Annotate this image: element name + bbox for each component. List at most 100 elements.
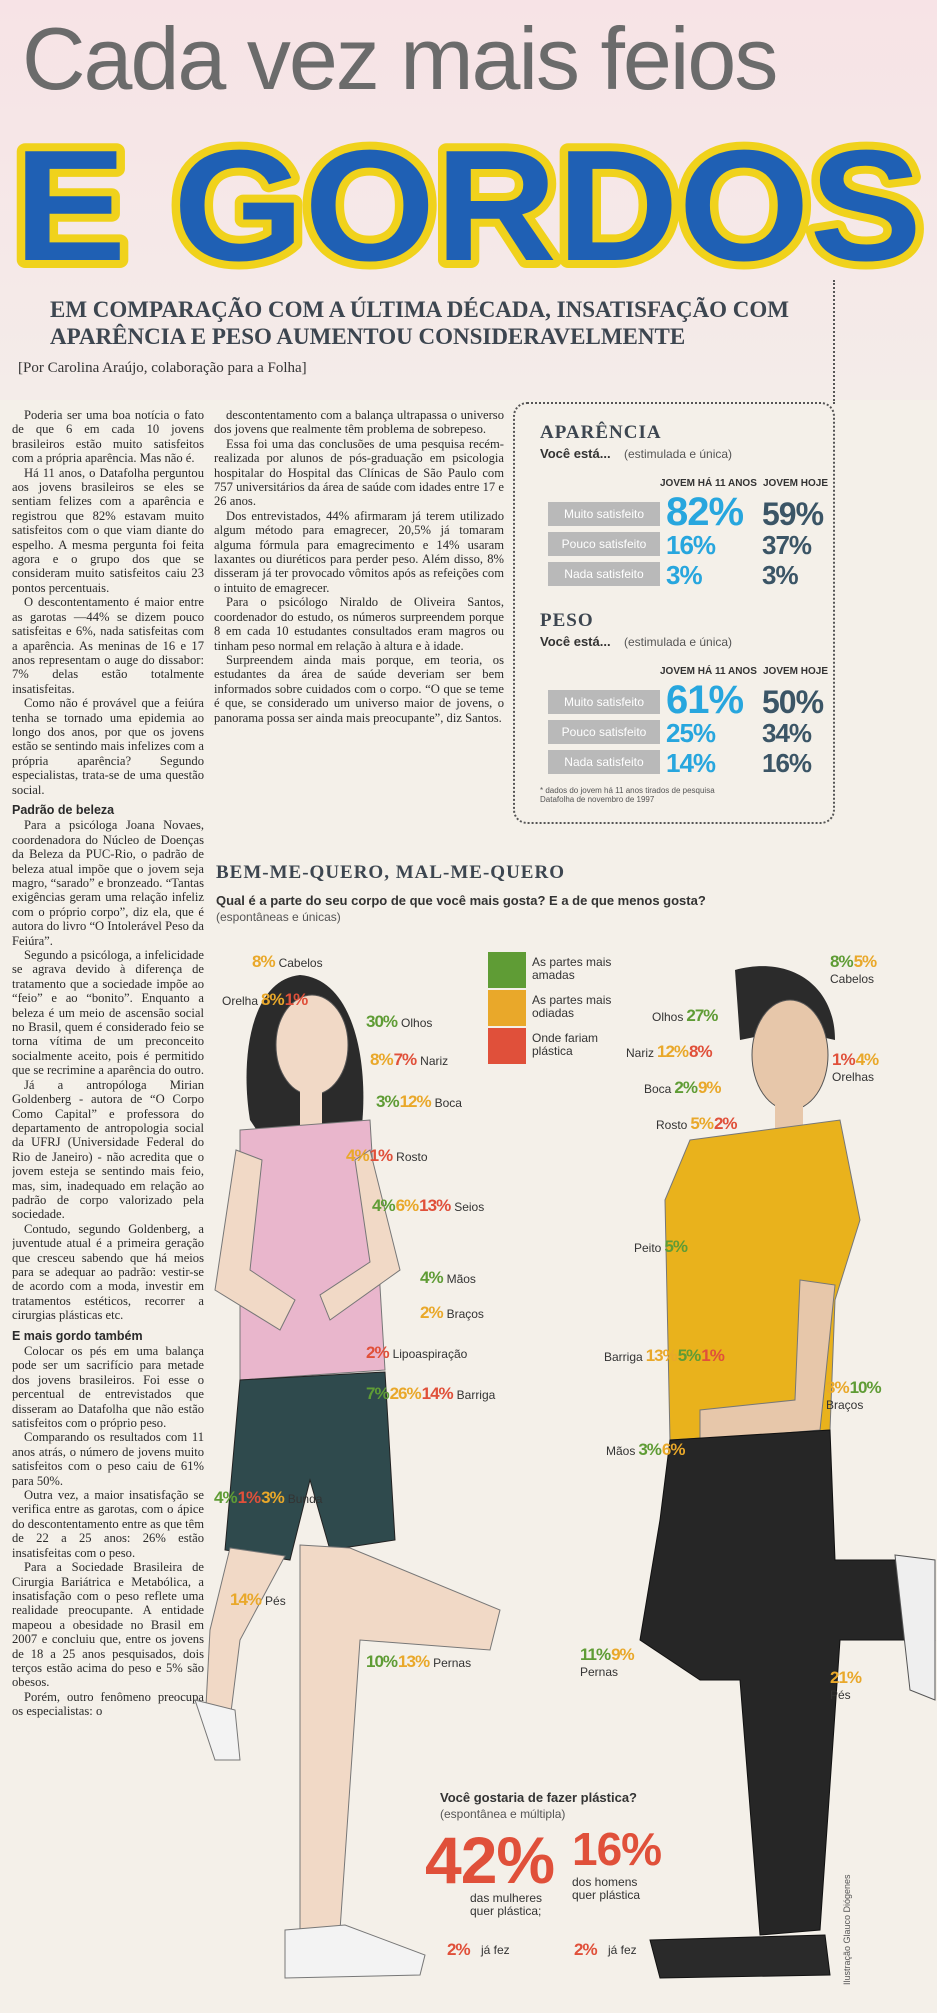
percentage: 7% [366, 1384, 390, 1403]
question: Você está... [540, 446, 611, 461]
row-label: Muito satisfeito [548, 690, 660, 714]
column-header: JOVEM HÁ 11 ANOS [660, 666, 757, 677]
percentage: 7% [393, 1050, 418, 1069]
part-label: Pés [265, 1594, 286, 1608]
paragraph: Contudo, segundo Goldenberg, a juventude… [12, 1221, 204, 1323]
article-column: descontentamento com a balança ultrapass… [214, 408, 504, 808]
body-part: Peito 5% [634, 1237, 688, 1257]
percentage: 2% [713, 1114, 738, 1133]
part-label: Bunda [287, 1492, 323, 1506]
part-label: Pernas [433, 1656, 472, 1670]
paragraph: Essa foi uma das conclusões de uma pesqu… [214, 436, 504, 509]
body-part: Rosto 5%2% [656, 1114, 738, 1134]
percentage: 5% [690, 1114, 714, 1133]
percentage: 8% [370, 1050, 394, 1069]
new-value: 37% [762, 530, 812, 560]
part-label: Rosto [396, 1150, 428, 1164]
percentage: 9% [697, 1078, 722, 1097]
percentage: 8% [689, 1042, 713, 1061]
paragraph: Já a antropóloga Mirian Goldenberg - aut… [12, 1077, 204, 1222]
paragraph: Há 11 anos, o Datafolha perguntou aos jo… [12, 465, 204, 595]
body-part: Mãos 3%6% [606, 1440, 686, 1460]
percentage: 13% [398, 1652, 430, 1671]
header-bg [0, 0, 937, 400]
new-value: 59% [762, 496, 824, 532]
percentage: 1% [701, 1346, 725, 1365]
paragraph: Surpreendem ainda mais porque, em teoria… [214, 652, 504, 725]
part-label: Olhos [401, 1016, 433, 1030]
done-text: já fez [608, 1943, 637, 1957]
column-header: JOVEM HOJE [763, 478, 829, 489]
percentage: 1% [369, 1146, 394, 1165]
percentage: 2% [420, 1303, 444, 1322]
body-part: 4% Mãos [420, 1268, 476, 1288]
old-value: 3% [666, 560, 703, 590]
body-part: 11%9% Pernas [580, 1645, 635, 1679]
body-part: 2% Lipoaspiração [366, 1343, 467, 1363]
body-part: 4%1%3% Bunda [214, 1488, 322, 1508]
paragraph: Colocar os pés em uma balança pode ser u… [12, 1344, 204, 1431]
percentage: 8% [830, 952, 854, 971]
part-label: Cabelos [278, 956, 323, 970]
old-value: 82% [666, 490, 744, 534]
question-note: (espontânea e múltipla) [440, 1807, 566, 1821]
byline: [Por Carolina Araújo, colaboração para a… [18, 360, 307, 376]
paragraph: descontentamento com a balança ultrapass… [214, 408, 504, 437]
percentage: 1% [237, 1488, 262, 1507]
row-label: Nada satisfeito [548, 562, 660, 586]
percentage: 12% [657, 1042, 689, 1061]
footnote: * dados do jovem há 11 anos tirados de p… [540, 786, 715, 804]
part-label: Seios [454, 1200, 485, 1214]
plastic-text: das mulheres quer plástica; [470, 1891, 543, 1918]
percentage: 10% [366, 1652, 398, 1671]
question: Você está... [540, 634, 611, 649]
column-header: JOVEM HOJE [763, 666, 829, 677]
new-value: 50% [762, 684, 824, 720]
body-part: 8% Cabelos [252, 952, 323, 972]
percentage: 4% [855, 1050, 880, 1069]
percentage: 5% [677, 1346, 702, 1365]
body-part: 4%1% Rosto [346, 1146, 428, 1166]
article-column: Poderia ser uma boa notícia o fato de qu… [12, 408, 204, 2008]
paragraph: Dos entrevistados, 44% afirmaram já tere… [214, 508, 504, 595]
plastic-value: 42% [425, 1823, 555, 1897]
body-part: 30% Olhos [366, 1012, 432, 1032]
body-part: 14% Pés [230, 1590, 286, 1610]
paragraph: O descontentamento é maior entre as garo… [12, 595, 204, 696]
paragraph: Poderia ser uma boa notícia o fato de qu… [12, 408, 204, 466]
paragraph: Comparando os resultados com 11 anos atr… [12, 1430, 204, 1488]
body-part: 8%5% Cabelos [830, 952, 877, 986]
percentage: 14% [230, 1590, 262, 1609]
legend-swatch [488, 990, 526, 1026]
part-label: Boca [644, 1082, 672, 1096]
part-label: Barriga [456, 1388, 496, 1402]
new-value: 16% [762, 748, 812, 778]
percentage: 6% [661, 1440, 686, 1459]
plastic-text: dos homens quer plástica [572, 1875, 641, 1902]
section-title: APARÊNCIA [540, 422, 662, 443]
percentage: 11% [580, 1645, 611, 1664]
credit: Ilustração Glauco Diógenes [842, 1874, 852, 1985]
subtitle: EM COMPARAÇÃO COM A ÚLTIMA DÉCADA, INSAT… [50, 297, 789, 349]
old-value: 61% [666, 678, 744, 722]
percentage: 4% [214, 1488, 238, 1507]
percentage: 13% [419, 1196, 451, 1215]
part-label: Orelha [222, 994, 259, 1008]
percentage: 3% [376, 1092, 400, 1111]
body-part: 3%10% Braços [826, 1378, 882, 1412]
percentage: 2% [674, 1078, 698, 1097]
part-label: Peito [634, 1241, 662, 1255]
paragraph: Para a Sociedade Brasileira de Cirurgia … [12, 1560, 204, 1690]
row-label: Pouco satisfeito [548, 720, 660, 744]
old-value: 16% [666, 530, 716, 560]
boy-figure [639, 966, 936, 1979]
body-part: Olhos 27% [652, 1006, 718, 1026]
part-label: Olhos [652, 1010, 684, 1024]
part-label: Mãos [446, 1272, 476, 1286]
legend-swatch [488, 1028, 526, 1064]
done-text: já fez [481, 1943, 510, 1957]
percentage: 1% [284, 990, 309, 1009]
row-label: Pouco satisfeito [548, 532, 660, 556]
old-value: 25% [666, 718, 716, 748]
